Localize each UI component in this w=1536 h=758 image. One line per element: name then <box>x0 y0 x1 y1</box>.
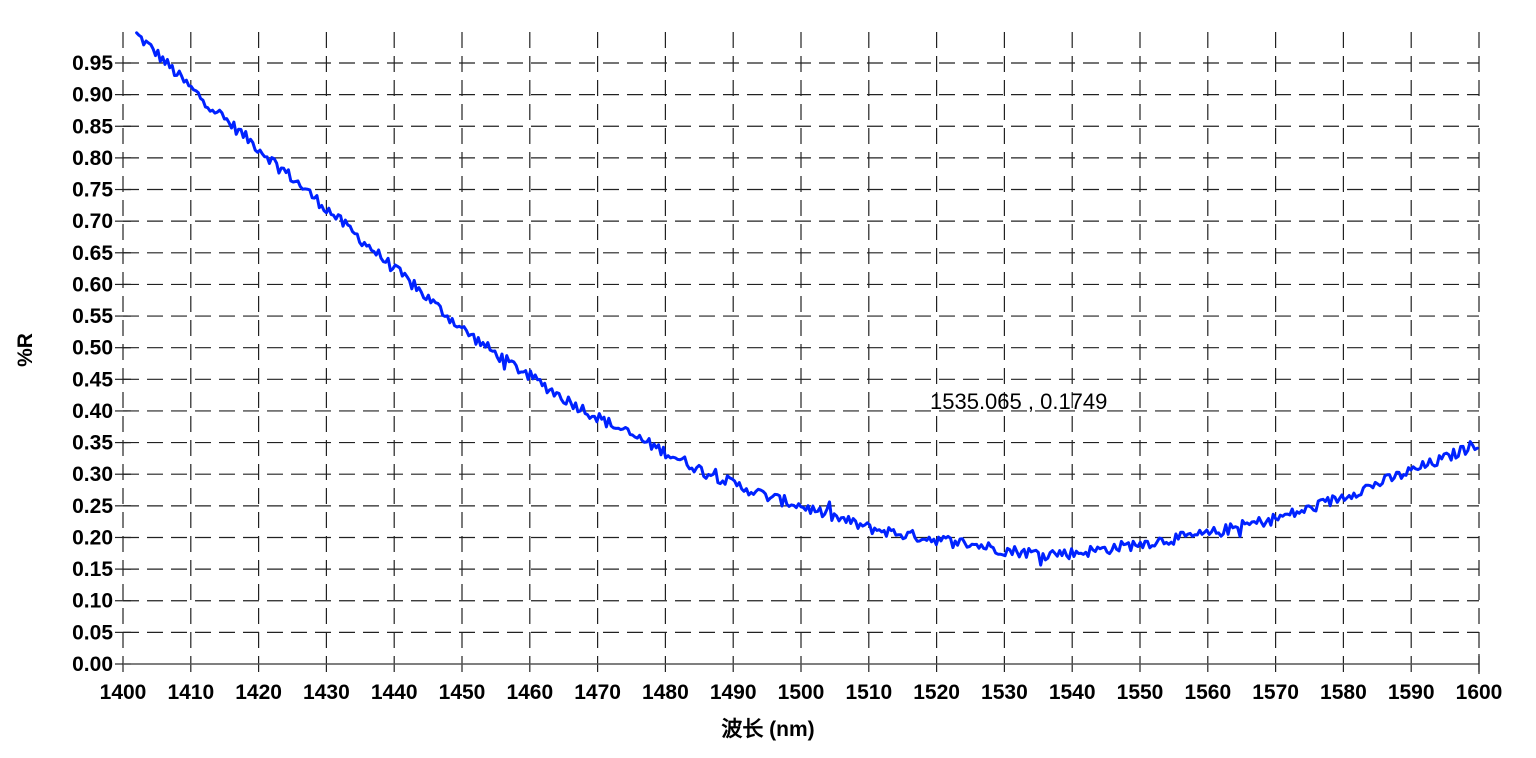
x-tick-labels: 1400 1410 1420 1430 1440 1450 1460 1470 1480 1490… <box>100 681 1503 704</box>
y-tick-label: 0.80 <box>72 147 113 170</box>
plot-area[interactable] <box>135 31 1479 567</box>
y-tick-label: 0.00 <box>72 653 113 676</box>
y-tick-label: 0.45 <box>72 368 113 391</box>
cursor-readout: 1535.065 , 0.1749 <box>930 389 1107 414</box>
reflectance-curve <box>135 31 1479 567</box>
y-tick-label: 0.95 <box>72 52 113 75</box>
x-tick-label: 1450 <box>439 681 486 704</box>
y-tick-label: 0.90 <box>72 84 113 107</box>
x-tick-label: 1520 <box>913 681 960 704</box>
y-tick-labels: 0.00 0.05 0.10 0.15 0.20 0.25 0.30 0.35 0.40 0.45… <box>72 52 113 676</box>
x-tick-label: 1590 <box>1388 681 1435 704</box>
y-tick-label: 0.65 <box>72 242 113 265</box>
y-tick-label: 0.35 <box>72 432 113 455</box>
y-tick-label: 0.70 <box>72 210 113 233</box>
axes <box>115 62 1480 674</box>
y-tick-label: 0.55 <box>72 305 113 328</box>
y-tick-label: 0.15 <box>72 558 113 581</box>
x-tick-label: 1400 <box>100 681 147 704</box>
x-tick-label: 1500 <box>778 681 825 704</box>
x-tick-label: 1440 <box>371 681 418 704</box>
y-tick-label: 0.60 <box>72 273 113 296</box>
x-tick-label: 1510 <box>845 681 892 704</box>
x-tick-label: 1600 <box>1456 681 1503 704</box>
y-tick-label: 0.75 <box>72 179 113 202</box>
x-tick-label: 1530 <box>981 681 1028 704</box>
y-tick-label: 0.25 <box>72 495 113 518</box>
y-tick-label: 0.30 <box>72 463 113 486</box>
grid <box>122 32 1480 674</box>
x-tick-label: 1540 <box>1049 681 1096 704</box>
y-axis-title: %R <box>14 333 37 367</box>
x-axis-title: 波长 (nm) <box>721 717 814 741</box>
x-tick-label: 1480 <box>642 681 689 704</box>
x-tick-label: 1570 <box>1252 681 1299 704</box>
y-tick-label: 0.20 <box>72 526 113 549</box>
x-tick-label: 1420 <box>235 681 282 704</box>
y-tick-label: 0.10 <box>72 590 113 613</box>
y-tick-label: 0.05 <box>72 621 113 644</box>
x-tick-label: 1560 <box>1184 681 1231 704</box>
x-tick-label: 1470 <box>574 681 621 704</box>
x-tick-label: 1550 <box>1117 681 1164 704</box>
x-tick-label: 1580 <box>1320 681 1367 704</box>
y-tick-label: 0.85 <box>72 115 113 138</box>
y-tick-label: 0.40 <box>72 400 113 423</box>
x-tick-label: 1410 <box>167 681 214 704</box>
x-tick-label: 1490 <box>710 681 757 704</box>
x-tick-label: 1430 <box>303 681 350 704</box>
y-tick-label: 0.50 <box>72 337 113 360</box>
x-tick-label: 1460 <box>506 681 553 704</box>
